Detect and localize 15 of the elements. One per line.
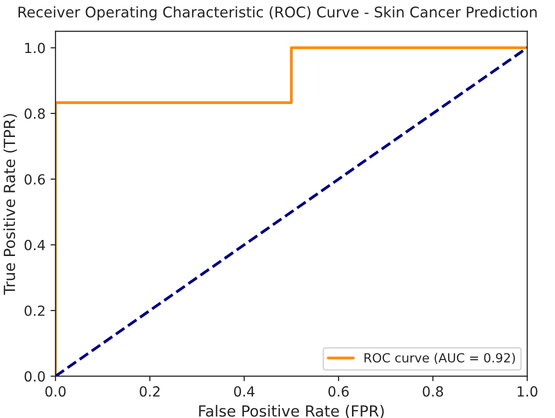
x-tick-label: 1.0 (518, 386, 538, 397)
y-tick-label: 0.2 (24, 305, 44, 316)
legend-label: ROC curve (AUC = 0.92) (364, 352, 515, 364)
y-tick-label: 0.0 (24, 371, 45, 382)
x-tick-label: 0.8 (422, 386, 443, 397)
x-tick-label: 0.4 (234, 386, 254, 397)
y-tick-label: 1.0 (25, 42, 45, 54)
y-tick-label: 0.6 (24, 174, 45, 185)
y-tick-label: 0.4 (24, 240, 45, 250)
x-tick-label: 0.2 (140, 386, 160, 397)
chart-title: Receiver Operating Characteristic (ROC) Curve - Skin Cancer Prediction (18, 6, 537, 20)
x-tick-label: 0.6 (328, 386, 349, 397)
x-tick-label: 0.0 (45, 386, 66, 397)
y-axis-title: True Positive Rate (TPR) (3, 114, 17, 295)
y-tick-label: 0.8 (24, 108, 45, 119)
